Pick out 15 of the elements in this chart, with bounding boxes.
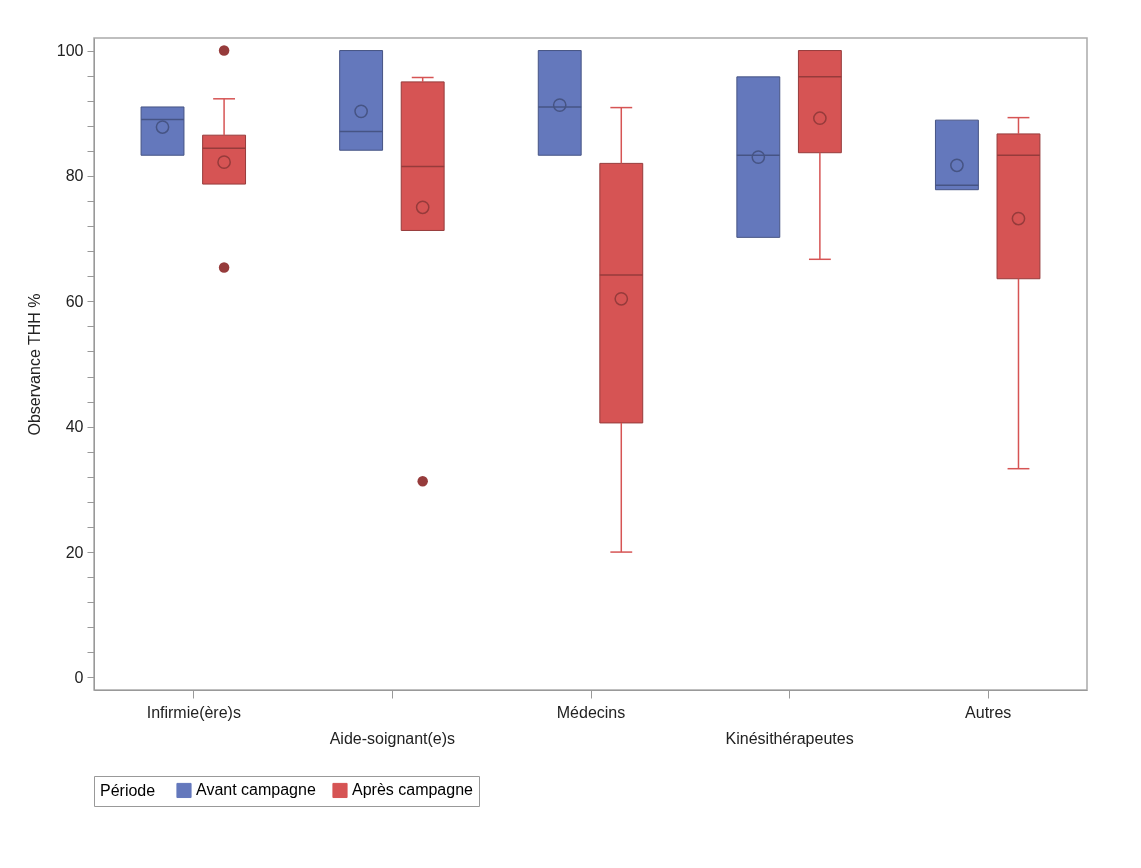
y-tick-label: 20	[65, 543, 84, 561]
legend-label: Après campagne	[352, 781, 474, 799]
x-tick-label: Médecins	[556, 703, 626, 721]
y-axis-title: Observance THH %	[25, 293, 43, 436]
x-tick-label: Kinésithérapeutes	[725, 729, 854, 747]
y-tick-label: 100	[56, 42, 84, 60]
legend-title: Période	[100, 782, 156, 799]
y-tick-label: 0	[74, 668, 84, 686]
y-tick-label: 80	[65, 167, 84, 185]
legend-label: Avant campagne	[196, 781, 316, 799]
x-tick-label: Aide-soignant(e)s	[329, 729, 456, 747]
x-tick-label: Autres	[965, 703, 1012, 721]
y-tick-label: 40	[65, 418, 84, 436]
x-tick-label: Infirmie(ère)s	[146, 703, 241, 721]
y-tick-label: 60	[65, 292, 84, 310]
